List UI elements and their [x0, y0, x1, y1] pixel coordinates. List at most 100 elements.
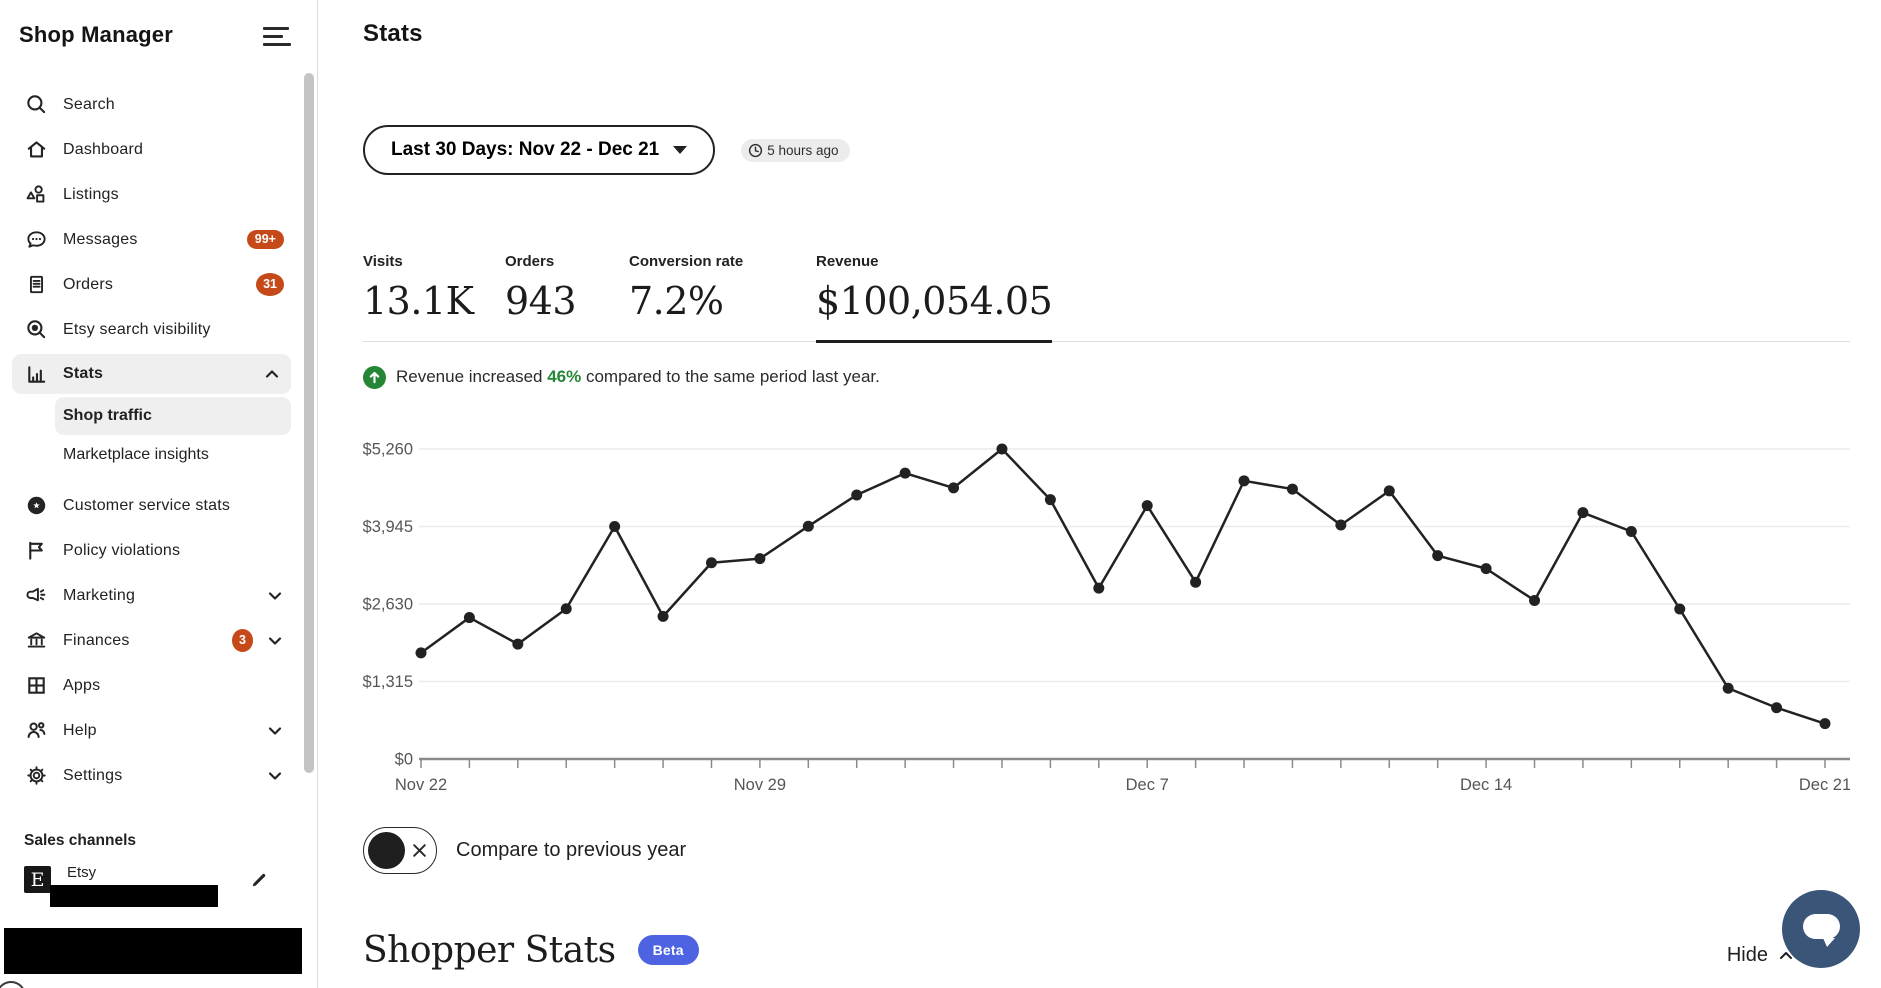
- revenue-chart-container: $0 $1,315 $2,630 $3,945 $5,260 Nov 22 Nov 29 De…: [363, 435, 1850, 803]
- sidebar-item-finances[interactable]: Finances 3: [0, 618, 317, 663]
- clock-icon: [749, 143, 763, 157]
- grid-icon: [24, 674, 48, 698]
- orders-count-badge: 31: [256, 273, 284, 296]
- metrics-row: Visits 13.1K Orders 943 Conversion rate …: [363, 253, 1850, 343]
- sidebar-item-label: Stats: [63, 365, 104, 382]
- sidebar-subitem-label: Shop traffic: [63, 407, 152, 424]
- chevron-down-icon: [266, 587, 284, 605]
- bank-icon: [24, 629, 48, 653]
- metric-value: 7.2%: [629, 279, 724, 323]
- toggle-x-icon: [411, 842, 428, 859]
- sidebar-item-label: Settings: [63, 766, 123, 784]
- revenue-insight: Revenue increased 46% compared to the sa…: [363, 365, 1850, 389]
- sidebar-item-orders[interactable]: Orders 31: [0, 262, 317, 307]
- badge-star-icon: [24, 494, 48, 518]
- metric-label: Revenue: [816, 253, 879, 270]
- sidebar-item-stats[interactable]: Stats: [12, 354, 291, 394]
- insight-percent: 46%: [547, 367, 582, 387]
- shapes-icon: [24, 183, 48, 207]
- chevron-down-icon: [266, 722, 284, 740]
- sidebar-item-label: Marketing: [63, 586, 136, 604]
- sales-channels-section: Sales channels E Etsy: [0, 832, 317, 893]
- chat-icon: [1803, 914, 1840, 947]
- sidebar-item-help[interactable]: Help: [0, 708, 317, 753]
- edit-pencil-icon[interactable]: [249, 870, 269, 895]
- metric-value: $100,054.05: [816, 279, 1053, 323]
- compare-toggle-label: Compare to previous year: [456, 838, 687, 861]
- sidebar: Shop Manager Search Dashboard Lis: [0, 0, 318, 988]
- bar-chart-icon: [24, 362, 48, 386]
- avatar: [0, 981, 26, 988]
- page-title: Stats: [363, 20, 423, 47]
- chevron-up-icon: [263, 365, 281, 383]
- finances-count-badge: 3: [232, 629, 253, 652]
- sidebar-subitem-label: Marketplace insights: [63, 446, 209, 463]
- sidebar-item-label: Customer service stats: [63, 496, 231, 514]
- svg-text:$2,630: $2,630: [363, 595, 413, 613]
- chevron-up-icon: [1780, 952, 1792, 960]
- chevron-down-icon: [266, 632, 284, 650]
- chat-button[interactable]: [1782, 890, 1860, 968]
- sidebar-item-listings[interactable]: Listings: [0, 172, 317, 217]
- etsy-logo: E: [24, 866, 51, 893]
- sidebar-scrollbar-thumb[interactable]: [304, 73, 314, 773]
- redacted-block: [4, 928, 302, 974]
- beta-badge: Beta: [637, 935, 699, 966]
- hide-section-button[interactable]: Hide: [1727, 944, 1795, 971]
- date-filter-row: Last 30 Days: Nov 22 - Dec 21 5 hours ag…: [363, 125, 1850, 175]
- sidebar-item-label: Apps: [63, 676, 101, 694]
- svg-text:Dec 14: Dec 14: [1460, 776, 1512, 794]
- shopper-stats-header: Shopper Stats Beta Hide: [363, 930, 1850, 971]
- sidebar-item-label: Help: [63, 721, 97, 739]
- messages-count-badge: 99+: [246, 229, 284, 250]
- sidebar-subitem-shop-traffic[interactable]: Shop traffic: [55, 397, 291, 435]
- date-range-dropdown[interactable]: Last 30 Days: Nov 22 - Dec 21: [363, 125, 716, 175]
- sidebar-item-label: Policy violations: [63, 541, 181, 559]
- sidebar-item-policy-violations[interactable]: Policy violations: [0, 528, 317, 573]
- compare-toggle[interactable]: [363, 826, 437, 874]
- metric-label: Orders: [505, 253, 555, 270]
- date-range-label: Last 30 Days: Nov 22 - Dec 21: [391, 139, 660, 160]
- metric-orders[interactable]: Orders 943: [505, 253, 629, 341]
- people-icon: [24, 719, 48, 743]
- main-content: Stats Last 30 Days: Nov 22 - Dec 21 5 ho…: [318, 0, 1881, 988]
- metric-conversion-rate[interactable]: Conversion rate 7.2%: [629, 253, 816, 341]
- last-updated-badge: 5 hours ago: [741, 138, 850, 162]
- sidebar-item-settings[interactable]: Settings: [0, 753, 317, 798]
- svg-text:Nov 29: Nov 29: [734, 776, 786, 794]
- sidebar-item-etsy-search-visibility[interactable]: Etsy search visibility: [0, 307, 317, 352]
- sidebar-item-label: Dashboard: [63, 140, 144, 158]
- sidebar-item-search[interactable]: Search: [0, 82, 317, 127]
- home-icon: [24, 138, 48, 162]
- sidebar-item-label: Messages: [63, 230, 138, 248]
- chevron-down-icon: [266, 767, 284, 785]
- sales-channel-etsy[interactable]: E Etsy: [24, 864, 293, 895]
- search-icon: [24, 93, 48, 117]
- svg-text:$3,945: $3,945: [363, 518, 413, 536]
- sales-channels-heading: Sales channels: [24, 832, 137, 849]
- sidebar-item-dashboard[interactable]: Dashboard: [0, 127, 317, 172]
- sidebar-item-label: Search: [63, 95, 115, 113]
- sidebar-item-messages[interactable]: Messages 99+: [0, 217, 317, 262]
- sidebar-item-apps[interactable]: Apps: [0, 663, 317, 708]
- svg-text:$5,260: $5,260: [363, 440, 413, 458]
- sidebar-subitem-marketplace-insights[interactable]: Marketplace insights: [0, 435, 317, 475]
- sidebar-item-marketing[interactable]: Marketing: [0, 573, 317, 618]
- last-updated-text: 5 hours ago: [767, 142, 839, 158]
- collapse-menu-icon[interactable]: [263, 24, 291, 46]
- sidebar-item-customer-service-stats[interactable]: Customer service stats: [0, 483, 317, 528]
- sidebar-item-label: Etsy search visibility: [63, 320, 211, 338]
- revenue-chart: $0 $1,315 $2,630 $3,945 $5,260 Nov 22 Nov 29 De…: [363, 440, 1850, 794]
- arrow-up-circle-icon: [363, 365, 386, 389]
- shopper-stats-title: Shopper Stats Beta: [363, 930, 699, 971]
- metric-value: 13.1K: [363, 279, 474, 323]
- metric-label: Conversion rate: [629, 253, 744, 270]
- metric-visits[interactable]: Visits 13.1K: [363, 253, 505, 341]
- insight-text: Revenue increased 46% compared to the sa…: [396, 367, 880, 387]
- metric-revenue[interactable]: Revenue $100,054.05: [816, 253, 1053, 343]
- svg-text:$1,315: $1,315: [363, 673, 413, 691]
- redacted-shop-name: [50, 885, 218, 907]
- sidebar-header: Shop Manager: [0, 0, 317, 48]
- compare-toggle-row: Compare to previous year: [363, 826, 1850, 874]
